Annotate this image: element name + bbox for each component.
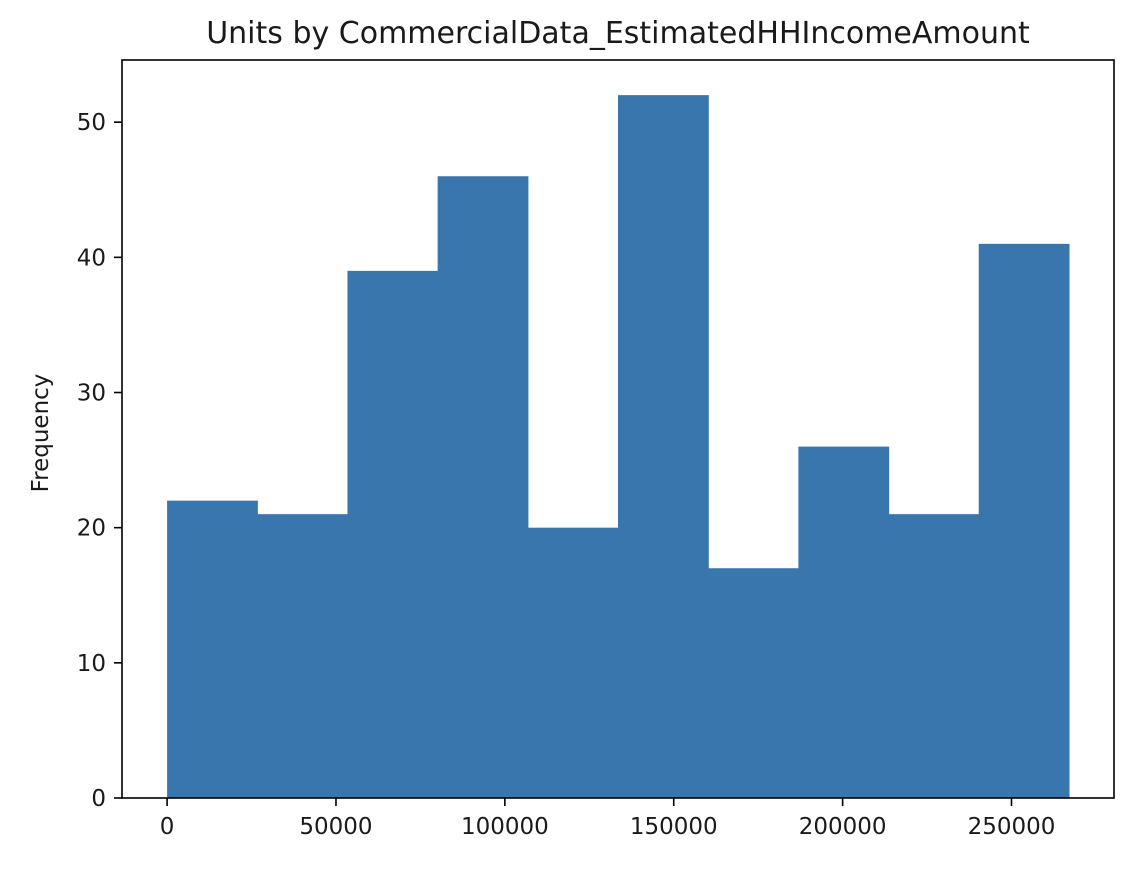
histogram-bar — [888, 514, 980, 798]
histogram-bar — [527, 527, 619, 798]
y-tick-label: 20 — [77, 516, 106, 542]
x-tick-label: 100000 — [461, 814, 549, 840]
histogram-bar — [978, 243, 1070, 799]
histogram-bar — [167, 500, 258, 798]
histogram-bar — [347, 270, 439, 798]
histogram-bar — [708, 568, 799, 798]
y-tick-label: 50 — [77, 110, 106, 136]
x-tick-label: 0 — [160, 814, 175, 840]
x-tick-label: 200000 — [799, 814, 887, 840]
x-tick-label: 150000 — [630, 814, 718, 840]
bars-group — [167, 95, 1070, 799]
chart-title: Units by CommercialData_EstimatedHHIncom… — [206, 16, 1030, 51]
histogram-bar — [798, 446, 890, 798]
x-tick-label: 50000 — [299, 814, 372, 840]
y-tick-label: 10 — [77, 651, 106, 677]
y-axis-label: Frequency — [28, 374, 54, 493]
x-axis: 0 50000 100000 150000 200000 250000 — [160, 798, 1056, 840]
x-tick-label: 250000 — [968, 814, 1056, 840]
plot-frame — [121, 59, 1115, 799]
histogram-bar — [257, 514, 349, 798]
y-tick-label: 30 — [77, 381, 106, 407]
y-tick-label: 0 — [91, 786, 106, 812]
histogram-bar — [618, 95, 709, 798]
histogram-bar — [437, 176, 529, 798]
y-tick-label: 40 — [77, 245, 106, 271]
y-axis: 0 10 20 30 40 50 — [77, 110, 122, 812]
